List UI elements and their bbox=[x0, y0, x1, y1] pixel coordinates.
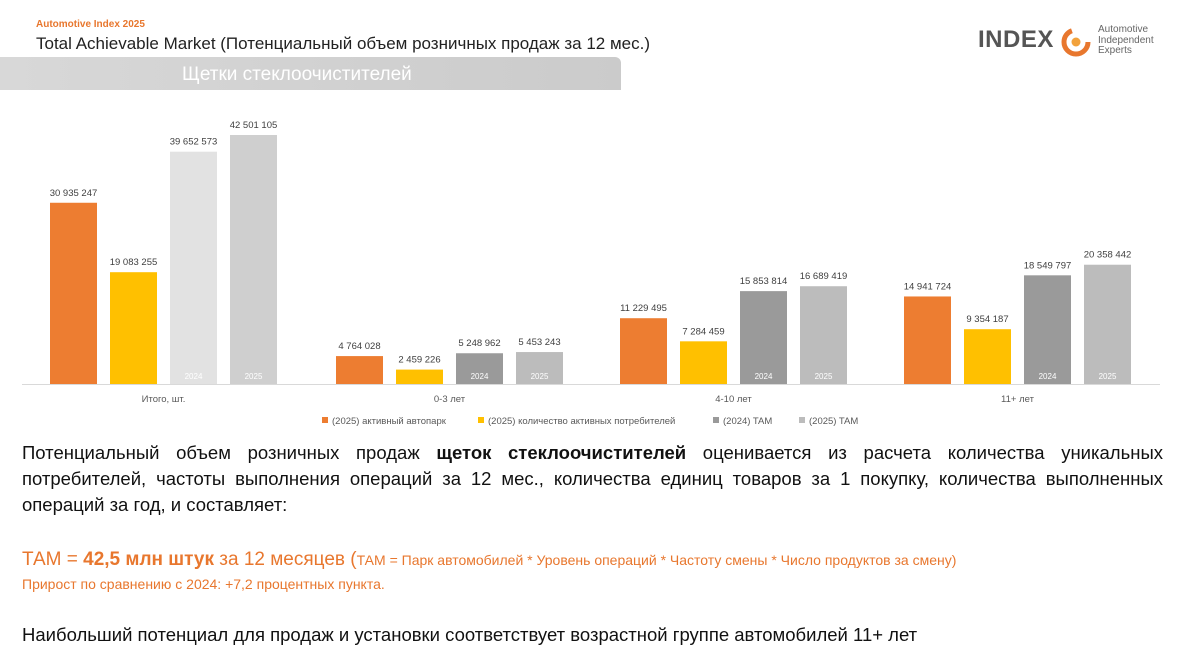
bar-inner-label: 2024 bbox=[185, 372, 203, 381]
gear-swirl-icon bbox=[1061, 27, 1091, 57]
bar-1-3 bbox=[516, 352, 563, 384]
bar-0-2 bbox=[170, 151, 217, 384]
data-label: 5 248 962 bbox=[458, 338, 500, 349]
bar-inner-label: 2024 bbox=[471, 372, 489, 381]
data-label: 19 083 255 bbox=[110, 257, 158, 268]
tam-bar-chart: 30 935 247 19 083 255 39 652 573 2024 42 501… bbox=[22, 120, 1160, 427]
bar-inner-label: 2025 bbox=[531, 372, 549, 381]
bar-3-2 bbox=[1024, 275, 1071, 384]
data-label: 7 284 459 bbox=[682, 326, 724, 337]
data-label: 42 501 105 bbox=[230, 120, 278, 131]
data-label: 4 764 028 bbox=[338, 341, 380, 352]
legend-swatch bbox=[799, 417, 805, 423]
category-label: 4-10 лет bbox=[715, 394, 752, 405]
data-label: 2 459 226 bbox=[398, 355, 440, 366]
legend-swatch bbox=[478, 417, 484, 423]
bar-0-3 bbox=[230, 135, 277, 384]
category-label: Итого, шт. bbox=[142, 394, 186, 405]
bar-inner-label: 2025 bbox=[245, 372, 263, 381]
bar-2-0 bbox=[620, 318, 667, 384]
description-paragraph: Потенциальный объем розничных продаж щет… bbox=[22, 442, 1163, 515]
section-banner-title: Щетки стеклоочистителей bbox=[182, 64, 412, 85]
tam-formula: ТАМ = 42,5 млн штук за 12 месяцев (ТАМ =… bbox=[22, 549, 957, 570]
legend-swatch bbox=[322, 417, 328, 423]
bar-1-2 bbox=[456, 353, 503, 384]
logo-subtitle: Automotive Independent Experts bbox=[1098, 24, 1154, 56]
legend-label: (2025) активный автопарк bbox=[332, 416, 447, 427]
category-label: 0-3 лет bbox=[434, 394, 466, 405]
bar-1-0 bbox=[336, 356, 383, 384]
legend-swatch bbox=[713, 417, 719, 423]
tam-value: 42,5 млн штук bbox=[83, 549, 214, 570]
logo-wordmark: INDEX bbox=[978, 26, 1054, 53]
bar-1-1 bbox=[396, 369, 443, 384]
data-label: 14 941 724 bbox=[904, 281, 952, 292]
category-label: 11+ лет bbox=[1001, 394, 1035, 405]
bar-0-1 bbox=[110, 272, 157, 384]
bar-inner-label: 2025 bbox=[815, 372, 833, 381]
conclusion-text: Наибольший потенциал для продаж и устано… bbox=[22, 624, 918, 645]
bar-2-3 bbox=[800, 286, 847, 384]
data-label: 15 853 814 bbox=[740, 276, 788, 287]
data-label: 9 354 187 bbox=[966, 314, 1008, 325]
data-label: 16 689 419 bbox=[800, 271, 848, 282]
index-logo: INDEX Automotive Independent Experts bbox=[978, 24, 1158, 60]
bar-3-3 bbox=[1084, 264, 1131, 384]
bar-2-2 bbox=[740, 291, 787, 384]
bar-inner-label: 2024 bbox=[755, 372, 773, 381]
bar-inner-label: 2025 bbox=[1099, 372, 1117, 381]
section-banner bbox=[0, 57, 621, 90]
legend-label: (2025) TAM bbox=[809, 416, 858, 427]
report-kicker: Automotive Index 2025 bbox=[36, 19, 145, 30]
data-label: 5 453 243 bbox=[518, 337, 560, 348]
page-title: Total Achievable Market (Потенциальный о… bbox=[36, 34, 650, 53]
bar-2-1 bbox=[680, 341, 727, 384]
data-label: 30 935 247 bbox=[50, 188, 98, 199]
legend-label: (2024) TAM bbox=[723, 416, 772, 427]
product-name-highlight: щеток стеклоочистителей bbox=[436, 442, 687, 463]
bar-0-0 bbox=[50, 202, 97, 384]
data-label: 20 358 442 bbox=[1084, 250, 1132, 261]
data-label: 18 549 797 bbox=[1024, 260, 1072, 271]
legend-label: (2025) количество активных потребителей bbox=[488, 416, 675, 427]
bar-inner-label: 2024 bbox=[1039, 372, 1057, 381]
data-label: 39 652 573 bbox=[170, 137, 218, 148]
growth-note: Прирост по сравнению с 2024: +7,2 процен… bbox=[22, 576, 385, 592]
bar-3-0 bbox=[904, 296, 951, 384]
bar-3-1 bbox=[964, 329, 1011, 384]
data-label: 11 229 495 bbox=[620, 303, 667, 314]
